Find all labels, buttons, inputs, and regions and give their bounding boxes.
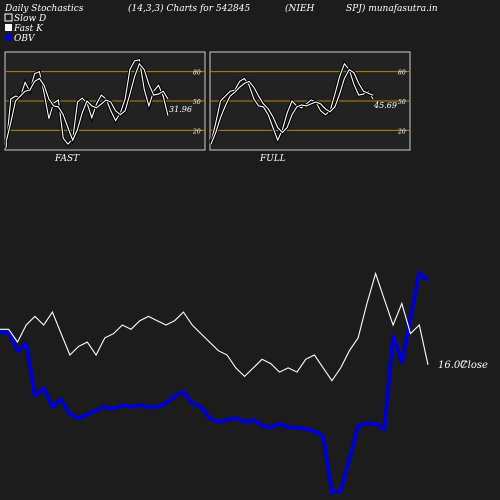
obv-line <box>0 270 430 495</box>
chart-symbol-site: SPJ) munafasutra.in <box>346 3 438 14</box>
close-value-label: 16.07 <box>438 360 467 371</box>
full-panel-caption: FULL <box>259 154 286 164</box>
legend-label-obv: OBV <box>14 34 36 44</box>
fast-panel-caption: FAST <box>54 154 80 164</box>
full-tick-label-20: 20 <box>397 128 406 135</box>
legend: Slow D Fast K OBV <box>4 13 46 44</box>
full-tick-label-50: 50 <box>398 99 406 106</box>
fast-stochastic-panel: 20 50 80 31.96 <box>4 51 206 151</box>
fast-series-line-1 <box>5 62 169 143</box>
fast-tick-label-50: 50 <box>193 99 201 106</box>
full-series-line-1 <box>210 68 374 145</box>
chart-params: (14,3,3) Charts for 542845 <box>128 3 250 14</box>
full-tick-label-80: 80 <box>398 70 406 77</box>
legend-swatch-fast-k <box>5 24 12 31</box>
legend-swatch-obv <box>5 34 12 41</box>
fast-tick-label-80: 80 <box>193 70 201 77</box>
legend-label-slow-d: Slow D <box>14 14 46 24</box>
chart-symbol: (NIEH <box>285 3 315 14</box>
full-stochastic-panel: 20 50 80 45.69 <box>209 51 411 151</box>
legend-label-fast-k: Fast K <box>13 24 44 34</box>
legend-swatch-slow-d <box>4 13 13 22</box>
close-suffix-label: Close <box>460 360 488 371</box>
chart-title: Daily Stochastics <box>4 4 84 14</box>
fast-last-value-label: 31.96 <box>169 105 192 114</box>
full-last-value-label: 45.69 <box>373 101 397 110</box>
close-price-line <box>0 271 429 382</box>
fast-tick-label-20: 20 <box>192 128 201 135</box>
full-series-line-0 <box>210 62 374 143</box>
